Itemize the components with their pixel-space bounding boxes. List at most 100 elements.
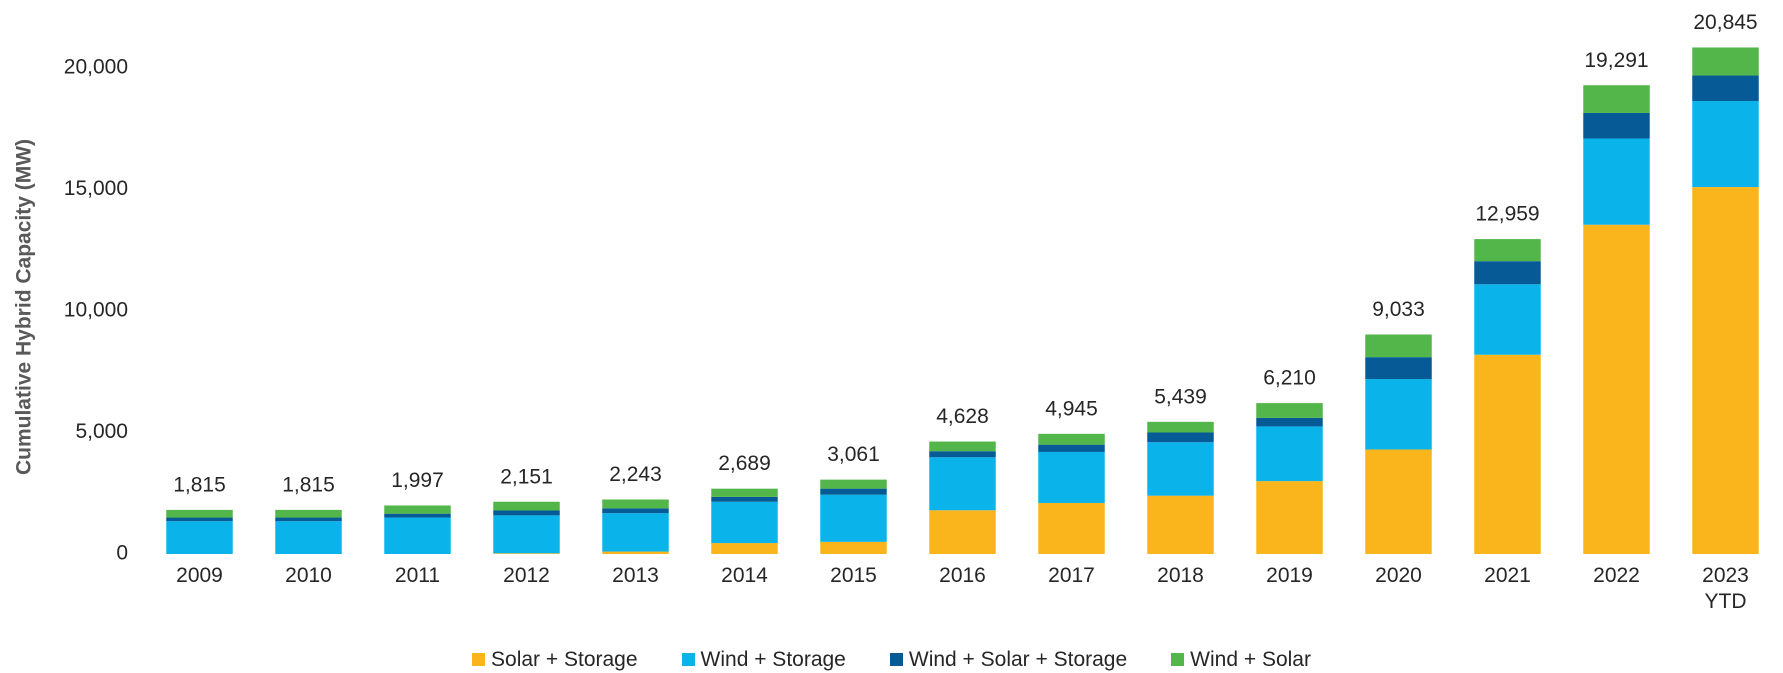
x-tick-label: 2017: [1048, 564, 1095, 587]
bar-segment: [711, 543, 778, 554]
bar-segment: [820, 488, 887, 495]
bar-segment: [1147, 442, 1214, 496]
legend-swatch: [681, 653, 695, 666]
legend-label: Wind + Solar: [1190, 648, 1311, 671]
y-tick-label: 15,000: [64, 177, 128, 200]
total-label: 2,689: [718, 452, 771, 475]
bar-segment: [384, 517, 451, 554]
total-label: 1,997: [391, 469, 444, 492]
bar-segment: [820, 541, 887, 554]
y-tick-label: 0: [116, 542, 128, 565]
x-tick-label: 2010: [285, 564, 332, 587]
legend-item: Solar + Storage: [472, 648, 638, 672]
legend-swatch: [472, 653, 486, 666]
bar-segment: [166, 509, 233, 518]
y-tick-label: 5,000: [75, 420, 128, 443]
bar-segment: [1583, 138, 1650, 225]
bar-segment: [1365, 449, 1432, 554]
bar-segment: [275, 517, 342, 522]
y-tick-label: 20,000: [64, 56, 128, 79]
bar-segment: [1692, 47, 1759, 76]
x-tick-label: 2011: [394, 564, 441, 587]
bar-segment: [1365, 334, 1432, 358]
bar-segment: [1038, 433, 1105, 445]
bar-segment: [711, 488, 778, 497]
y-axis-title: Cumulative Hybrid Capacity (MW): [13, 139, 36, 475]
legend-item: Wind + Solar: [1171, 648, 1311, 672]
bar-segment: [1692, 101, 1759, 188]
bar-segment: [384, 513, 451, 518]
bar-segment: [1038, 502, 1105, 554]
bar-segment: [1147, 495, 1214, 554]
x-tick-label: 2018: [1157, 564, 1204, 587]
bar-segment: [493, 515, 560, 554]
total-label: 3,061: [827, 443, 880, 466]
bar-segment: [602, 551, 669, 554]
bar-segment: [275, 521, 342, 554]
bar-segment: [820, 479, 887, 489]
total-label: 20,845: [1693, 11, 1757, 34]
legend-label: Wind + Solar + Storage: [908, 648, 1128, 671]
bar-segment: [929, 441, 996, 452]
x-tick-label: 2022: [1593, 564, 1640, 587]
bar-segment: [275, 509, 342, 518]
total-label: 2,243: [609, 463, 662, 486]
bar-segment: [929, 451, 996, 458]
x-tick-label: 2019: [1266, 564, 1313, 587]
bar-segment: [602, 499, 669, 509]
total-label: 5,439: [1154, 385, 1207, 408]
bar-segment: [1365, 357, 1432, 380]
bar-segment: [602, 508, 669, 514]
x-tick-label: 2021: [1484, 564, 1531, 587]
total-label: 19,291: [1584, 49, 1648, 72]
bar-segment: [166, 521, 233, 554]
bar-segment: [1474, 239, 1541, 262]
bar-segment: [929, 510, 996, 554]
legend-swatch: [889, 653, 903, 666]
total-label: 12,959: [1475, 203, 1539, 226]
bar-segment: [1256, 403, 1323, 418]
x-tick-label: 2023 YTD: [1702, 564, 1749, 613]
bar-segment: [493, 501, 560, 511]
bar-segment: [929, 457, 996, 511]
legend: Solar + Storage Wind + Storage Wind + Sola…: [0, 648, 1783, 672]
x-tick-label: 2009: [176, 564, 223, 587]
x-tick-label: 2016: [939, 564, 986, 587]
legend-item: Wind + Solar + Storage: [889, 648, 1128, 672]
bar-segment: [384, 505, 451, 514]
bar-segment: [1256, 417, 1323, 427]
bar-segment: [1365, 379, 1432, 450]
x-tick-label: 2014: [721, 564, 768, 587]
total-label: 4,945: [1045, 397, 1098, 420]
plot: Cumulative Hybrid Capacity (MW) 0 5,000 10…: [13, 11, 1759, 565]
bar-segment: [1692, 187, 1759, 554]
total-label: 2,151: [500, 465, 553, 488]
bar-segment: [1038, 444, 1105, 452]
bar-segment: [820, 494, 887, 542]
bar-segment: [602, 513, 669, 552]
legend-label: Solar + Storage: [491, 648, 638, 671]
bar-segment: [1583, 112, 1650, 139]
total-label: 1,815: [282, 473, 335, 496]
bar-segment: [1692, 75, 1759, 102]
legend-swatch: [1171, 653, 1185, 666]
total-label: 1,815: [173, 473, 226, 496]
bar-segment: [711, 496, 778, 502]
bar-segment: [1474, 261, 1541, 285]
total-label: 9,033: [1372, 298, 1425, 321]
bar-segment: [1583, 85, 1650, 113]
total-label: 4,628: [936, 405, 989, 428]
bar-segment: [166, 517, 233, 522]
bar-segment: [1256, 481, 1323, 554]
bar-segment: [1256, 426, 1323, 482]
bar-segment: [1147, 421, 1214, 433]
total-label: 6,210: [1263, 367, 1316, 390]
bar-segment: [1583, 224, 1650, 555]
bar-segment: [493, 553, 560, 554]
x-tick-label: 2015: [830, 564, 877, 587]
bar-segment: [493, 510, 560, 516]
bar-segment: [1474, 284, 1541, 355]
x-tick-label: 2013: [612, 564, 659, 587]
x-tick-label: 2012: [503, 564, 550, 587]
